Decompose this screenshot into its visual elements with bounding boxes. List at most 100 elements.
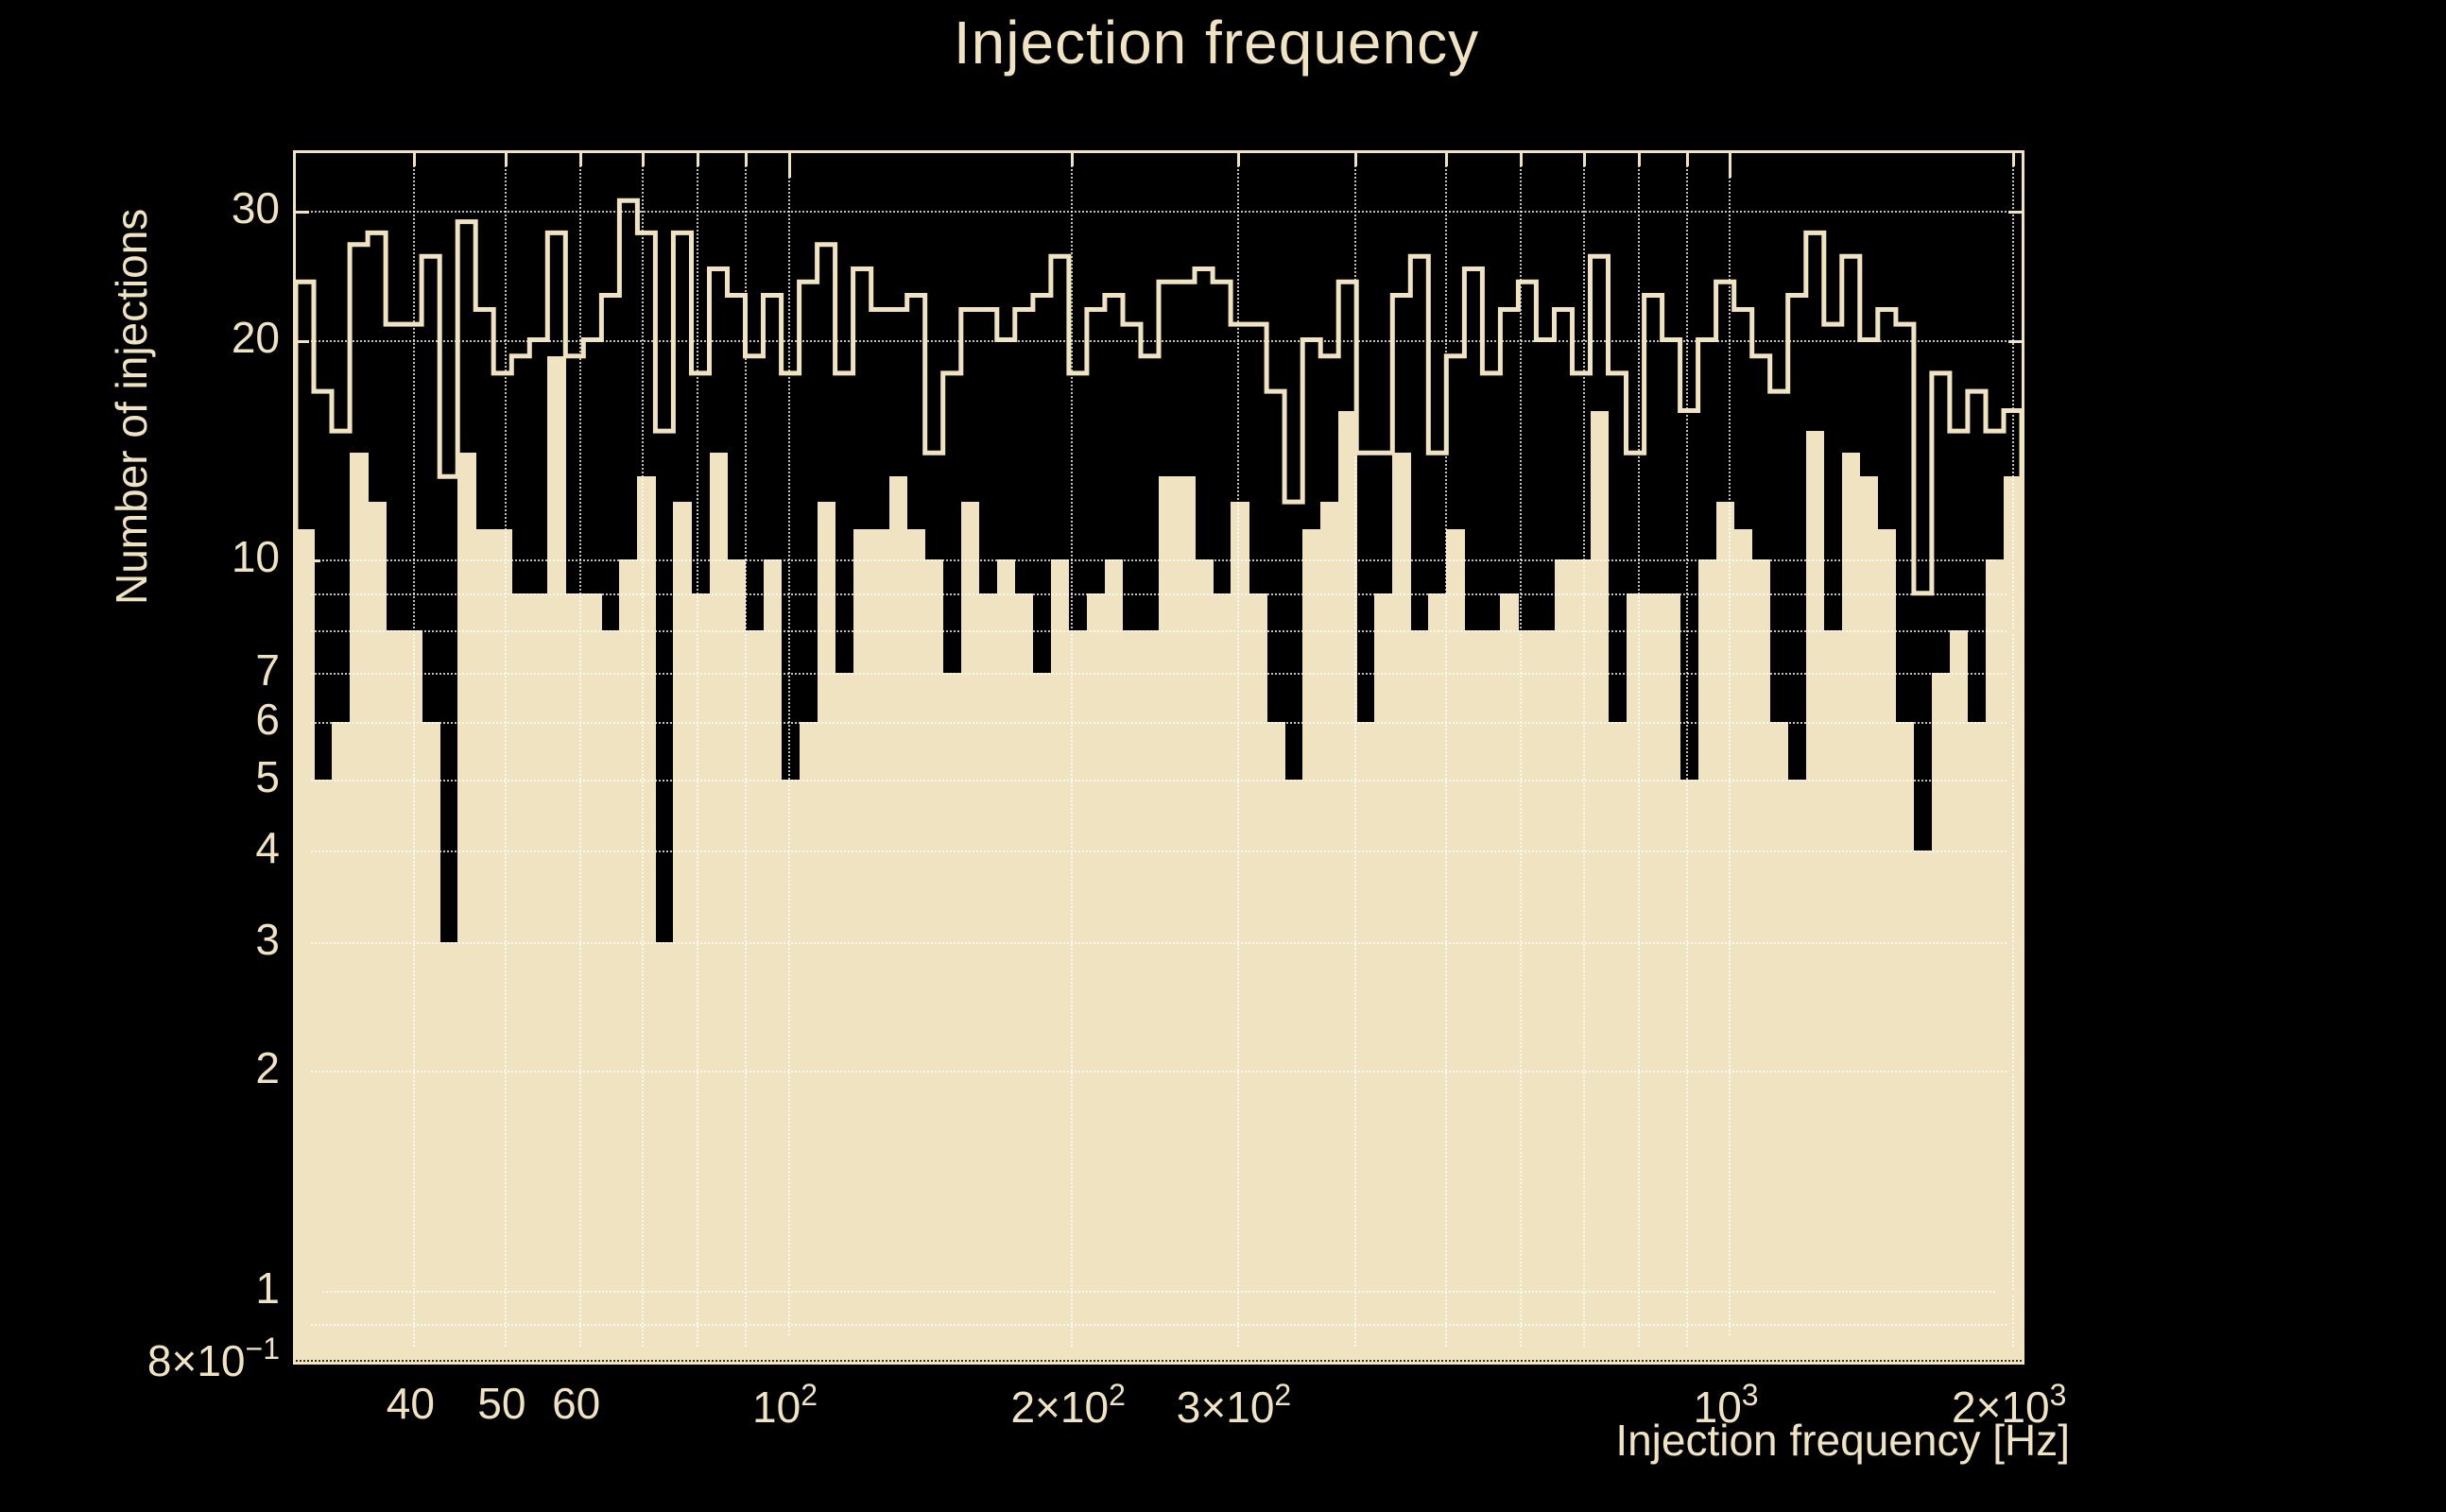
x-tick-mark-top [1637,153,1641,166]
x-tick-mark [1353,1349,1357,1362]
x-tick-mark [1071,1349,1075,1362]
exponent: 2 [801,1378,818,1412]
grid-line-y-9 [296,593,2022,595]
grid-line-y-6 [296,722,2022,724]
grid-line-x-700 [1582,153,1585,1362]
y-tick-mark [296,630,309,634]
grid-line-y-5 [296,780,2022,782]
histogram-bar [978,593,998,1362]
histogram-bar [1590,410,1610,1362]
histogram-bar [1841,453,1861,1362]
histogram-bar [763,559,783,1362]
histogram-bar [1410,630,1429,1362]
x-tick-mark [1729,1337,1732,1362]
x-tick-label-1000: 103 [1693,1378,1759,1432]
histogram-bar [1123,630,1142,1362]
grid-line-x-400 [1353,153,1356,1362]
histogram-bar [942,673,962,1362]
histogram-bar [619,559,638,1362]
grid-line-x-200 [1071,153,1074,1362]
histogram-bar [960,502,980,1362]
x-tick-mark-top [504,153,508,166]
histogram-bar [1805,431,1825,1362]
histogram-bar [296,529,315,1362]
histogram-bar [1032,673,1052,1362]
y-tick-mark [296,211,309,215]
histogram-bar [853,529,872,1362]
x-tick-label-300: 3×102 [1176,1378,1292,1432]
exponent: 2 [1274,1378,1292,1412]
histogram-bar [1518,630,1537,1362]
histogram-bar [493,529,512,1362]
y-tick-label-1: 1 [255,1263,280,1313]
exponent: −1 [245,1332,280,1366]
grid-line-y-0.9 [296,1324,2022,1327]
y-tick-mark-right [2008,339,2022,343]
y-tick-label-3: 3 [255,914,280,964]
y-tick-mark [296,780,309,783]
histogram-bar [1644,593,1663,1362]
grid-line-y-1 [296,1291,2022,1293]
grid-line-x-800 [1637,153,1640,1362]
x-tick-mark-top [1236,153,1240,166]
histogram-bar [1159,476,1178,1362]
x-tick-label-200: 2×102 [1010,1378,1126,1432]
y-tick-mark-right [2008,673,2022,677]
y-tick-mark-right [1997,559,2022,563]
x-axis-title: Injection frequency [Hz] [1615,1416,2070,1465]
x-tick-mark-top [578,153,582,166]
y-tick-label-20: 20 [231,312,280,362]
grid-line-y-2 [296,1071,2022,1074]
y-tick-mark-right [1997,1291,2022,1294]
histogram-bar [1392,453,1411,1362]
grid-line-x-40 [413,153,416,1362]
grid-line-x-100 [787,153,790,1362]
histogram-bar [1608,722,1628,1362]
x-tick-mark [1582,1349,1586,1362]
histogram-bar [404,630,422,1362]
histogram-bar [1374,593,1393,1362]
histogram-bar [1249,593,1267,1362]
histogram-bar [709,453,729,1362]
grid-line-y-3 [296,941,2022,944]
histogram-bar [1195,559,1214,1362]
y-tick-mark-right [2008,722,2022,725]
histogram-bar [1913,850,1933,1362]
histogram-bar [1213,593,1232,1362]
y-tick-mark-right [2008,1071,2022,1074]
grid-line-x-50 [504,153,507,1362]
histogram-bar [1967,722,1987,1362]
histogram-bar [547,355,566,1362]
x-tick-mark-top [1685,153,1689,166]
y-tick-label-0.8: 8×10−1 [146,1332,280,1385]
y-tick-label-2: 2 [255,1043,280,1093]
histogram-bar [1266,722,1285,1362]
x-tick-mark [745,1349,748,1362]
x-tick-mark-top [745,153,748,166]
histogram-bar [1877,529,1897,1362]
plot-area [293,150,2024,1365]
histogram-bar [673,502,692,1362]
y-tick-label-5: 5 [255,752,280,802]
x-tick-mark-top [1582,153,1586,166]
chart-title: Injection frequency [953,9,1480,77]
x-tick-mark-top [697,153,700,166]
x-tick-mark [1685,1349,1689,1362]
x-tick-mark-top [1729,153,1732,178]
histogram-bar [1050,559,1070,1362]
grid-line-x-1000 [1729,153,1731,1362]
histogram-bar [439,941,458,1362]
histogram-bar [1141,630,1160,1362]
histogram-bar [332,722,351,1362]
exponent: 2 [1109,1378,1126,1412]
histogram-bar [511,593,530,1362]
histogram-bar [1931,673,1951,1362]
histogram-bar [1751,559,1771,1362]
histogram-bar [1068,630,1088,1362]
grid-line-y-8 [296,630,2022,633]
histogram-bar [1733,529,1753,1362]
grid-line-x-300 [1236,153,1239,1362]
y-axis-title: Number of injections [107,208,156,605]
histogram-bar [1356,722,1375,1362]
y-tick-label-6: 6 [255,695,280,744]
